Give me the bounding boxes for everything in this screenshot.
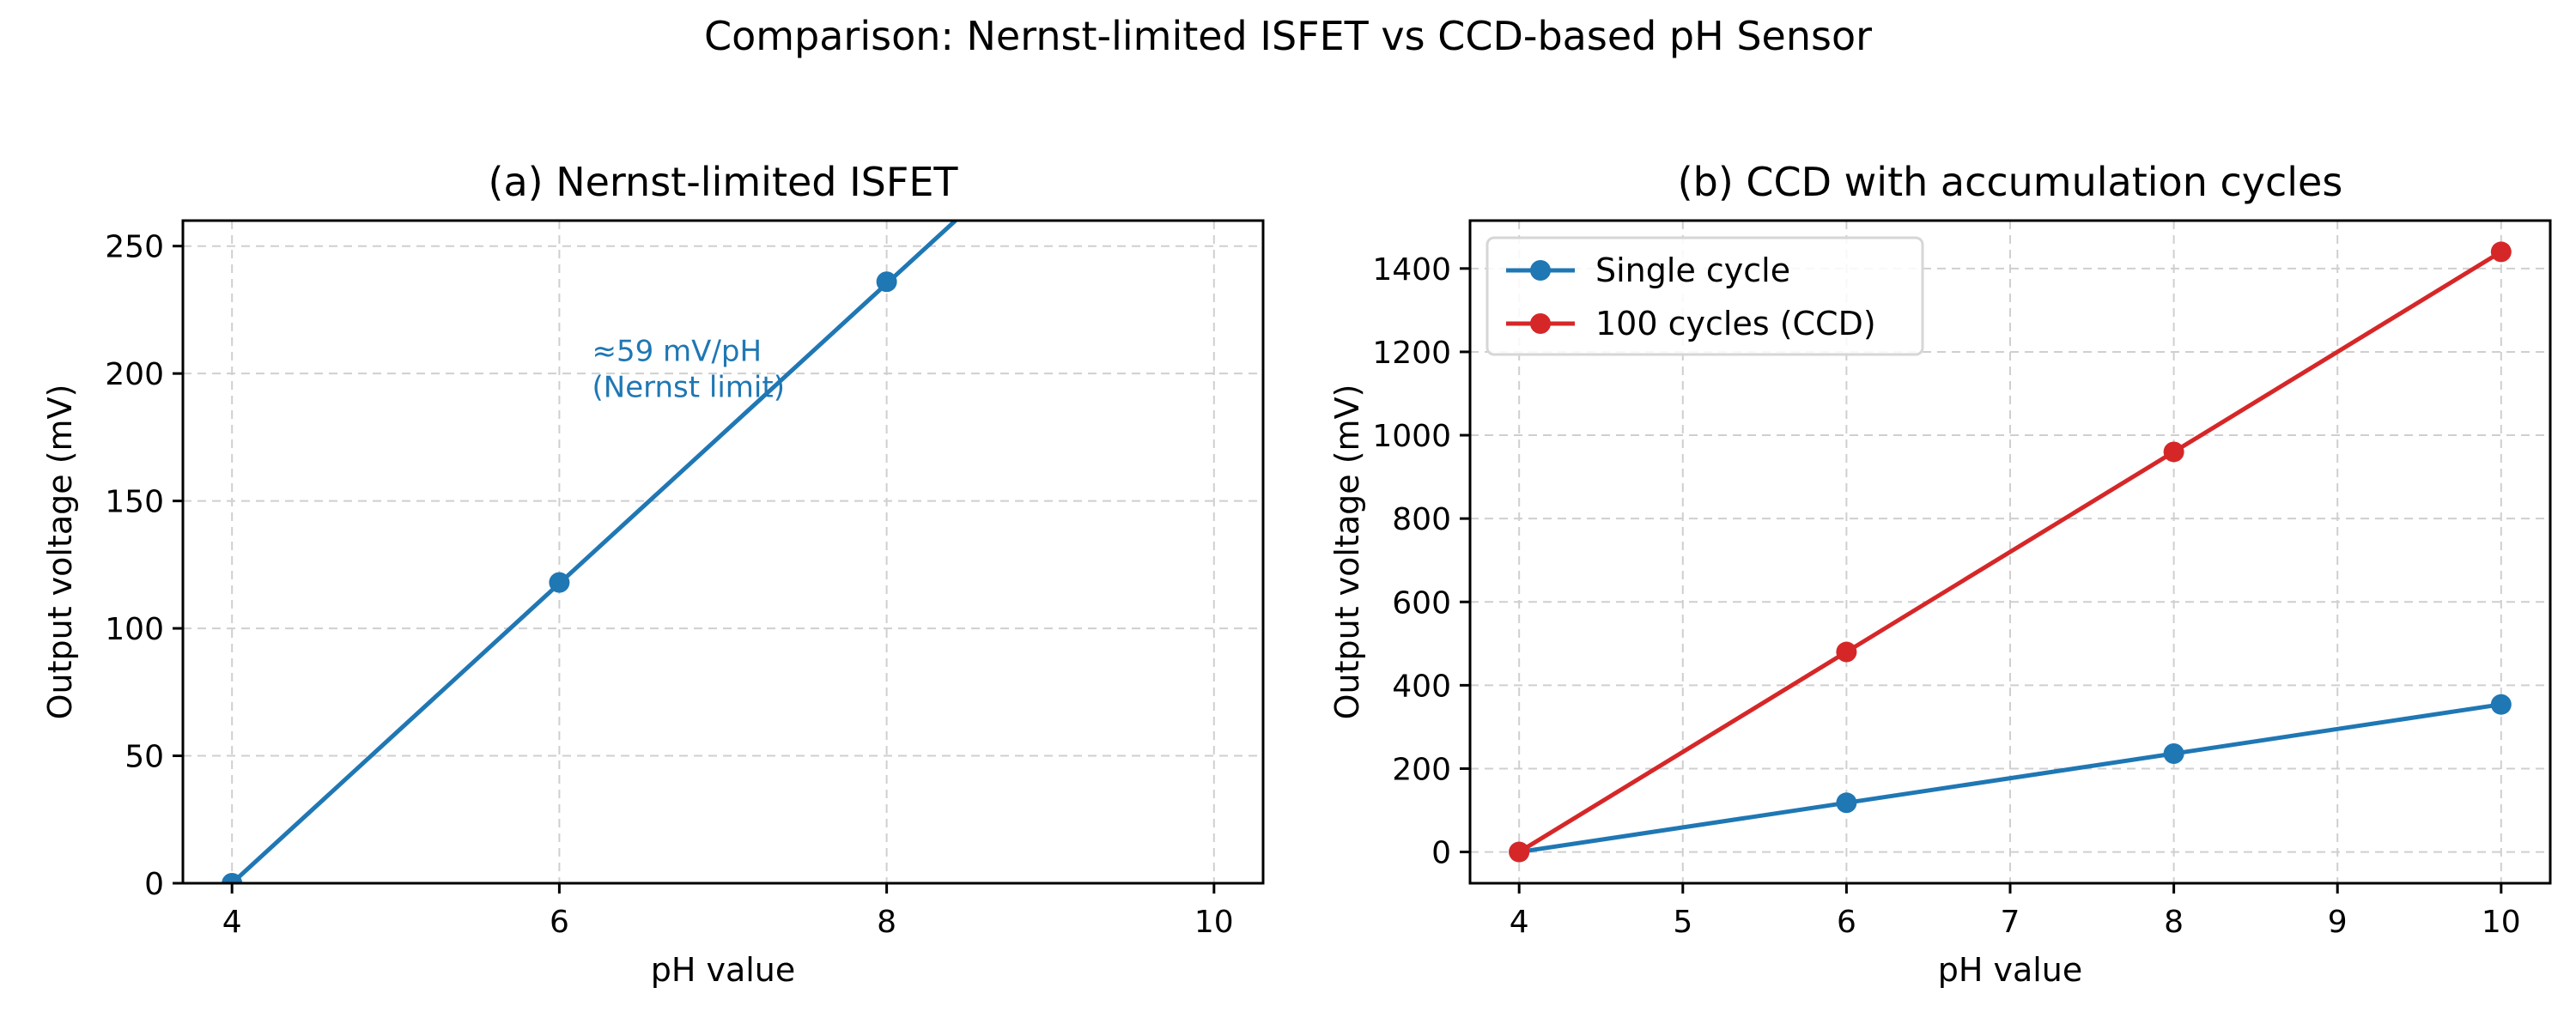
plot-area xyxy=(222,221,957,883)
series-line xyxy=(230,221,957,883)
y-axis-label: Output voltage (mV) xyxy=(41,385,79,720)
data-point xyxy=(2163,441,2184,463)
data-point xyxy=(549,572,570,593)
x-tick-label: 8 xyxy=(877,905,896,940)
y-tick-label: 150 xyxy=(105,485,164,520)
y-tick-label: 400 xyxy=(1392,669,1451,704)
y-tick-label: 800 xyxy=(1392,502,1451,537)
series-line xyxy=(1518,702,2502,855)
chart-title: (a) Nernst-limited ISFET xyxy=(489,159,959,205)
annotation-text: ≈59 mV/pH xyxy=(592,334,762,368)
data-point xyxy=(2490,694,2512,715)
axes-frame xyxy=(181,219,1265,885)
y-tick-label: 250 xyxy=(105,230,164,265)
legend-marker xyxy=(1530,313,1551,334)
x-tick-label: 8 xyxy=(2164,905,2184,940)
y-axis-label: Output voltage (mV) xyxy=(1328,385,1366,720)
data-point xyxy=(1509,841,1530,863)
series-line xyxy=(1517,250,2503,854)
chart-title: (b) CCD with accumulation cycles xyxy=(1678,159,2343,205)
data-point xyxy=(1836,792,1857,814)
x-tick-label: 6 xyxy=(1837,905,1856,940)
x-tick-label: 5 xyxy=(1673,905,1692,940)
data-point xyxy=(1836,641,1857,663)
y-tick-label: 1200 xyxy=(1372,336,1451,371)
y-tick-label: 200 xyxy=(105,357,164,392)
legend-box xyxy=(1485,236,1924,356)
data-point xyxy=(222,873,243,883)
x-tick-label: 6 xyxy=(550,905,569,940)
y-tick-label: 600 xyxy=(1392,585,1451,621)
legend-marker xyxy=(1530,260,1551,281)
data-point xyxy=(2163,742,2184,764)
legend-label: 100 cycles (CCD) xyxy=(1595,305,1876,342)
x-axis-label: pH value xyxy=(1938,951,2083,989)
y-tick-label: 1400 xyxy=(1372,252,1451,288)
x-tick-label: 10 xyxy=(1194,905,1234,940)
y-tick-label: 0 xyxy=(144,867,164,902)
annotation-text: (Nernst limit) xyxy=(592,370,785,404)
x-tick-label: 4 xyxy=(1510,905,1529,940)
y-tick-label: 1000 xyxy=(1372,419,1451,454)
plot-area xyxy=(1509,241,2512,863)
data-point xyxy=(2490,241,2512,263)
y-tick-label: 50 xyxy=(125,740,164,775)
x-tick-label: 10 xyxy=(2482,905,2521,940)
legend-label: Single cycle xyxy=(1595,251,1790,289)
x-tick-label: 9 xyxy=(2328,905,2348,940)
x-axis-label: pH value xyxy=(651,951,796,989)
y-tick-label: 100 xyxy=(105,612,164,647)
figure-title: Comparison: Nernst-limited ISFET vs CCD-… xyxy=(704,13,1872,59)
x-tick-label: 4 xyxy=(222,905,242,940)
y-tick-label: 0 xyxy=(1431,836,1451,871)
y-tick-label: 200 xyxy=(1392,752,1451,787)
chart-b: 4 5 6 7 8 9 10 0 200 400 600 800 1000 1200 1400 (b) CCD… xyxy=(1328,159,2552,989)
data-point xyxy=(876,271,897,293)
x-tick-label: 7 xyxy=(2001,905,2020,940)
legend: Single cycle 100 cycles (CCD) xyxy=(1485,236,1924,356)
